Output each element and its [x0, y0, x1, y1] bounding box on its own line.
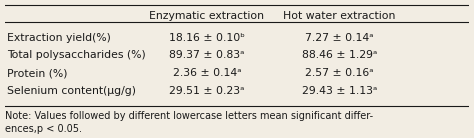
- Text: Protein (%): Protein (%): [7, 68, 68, 78]
- Text: Extraction yield(%): Extraction yield(%): [7, 33, 111, 43]
- Text: ences,p < 0.05.: ences,p < 0.05.: [5, 124, 82, 134]
- Text: 2.36 ± 0.14ᵃ: 2.36 ± 0.14ᵃ: [173, 68, 241, 78]
- Text: 29.51 ± 0.23ᵃ: 29.51 ± 0.23ᵃ: [169, 86, 245, 96]
- Text: Enzymatic extraction: Enzymatic extraction: [149, 11, 264, 21]
- Text: Selenium content(μg/g): Selenium content(μg/g): [7, 86, 136, 96]
- Text: 18.16 ± 0.10ᵇ: 18.16 ± 0.10ᵇ: [169, 33, 245, 43]
- Text: 88.46 ± 1.29ᵃ: 88.46 ± 1.29ᵃ: [301, 51, 377, 60]
- Text: 2.57 ± 0.16ᵃ: 2.57 ± 0.16ᵃ: [305, 68, 374, 78]
- Text: Note: Values followed by different lowercase letters mean significant differ-: Note: Values followed by different lower…: [5, 111, 373, 121]
- Text: 29.43 ± 1.13ᵃ: 29.43 ± 1.13ᵃ: [301, 86, 377, 96]
- Text: Total polysaccharides (%): Total polysaccharides (%): [7, 51, 146, 60]
- Text: 7.27 ± 0.14ᵃ: 7.27 ± 0.14ᵃ: [305, 33, 374, 43]
- Text: 89.37 ± 0.83ᵃ: 89.37 ± 0.83ᵃ: [169, 51, 245, 60]
- Text: Hot water extraction: Hot water extraction: [283, 11, 395, 21]
